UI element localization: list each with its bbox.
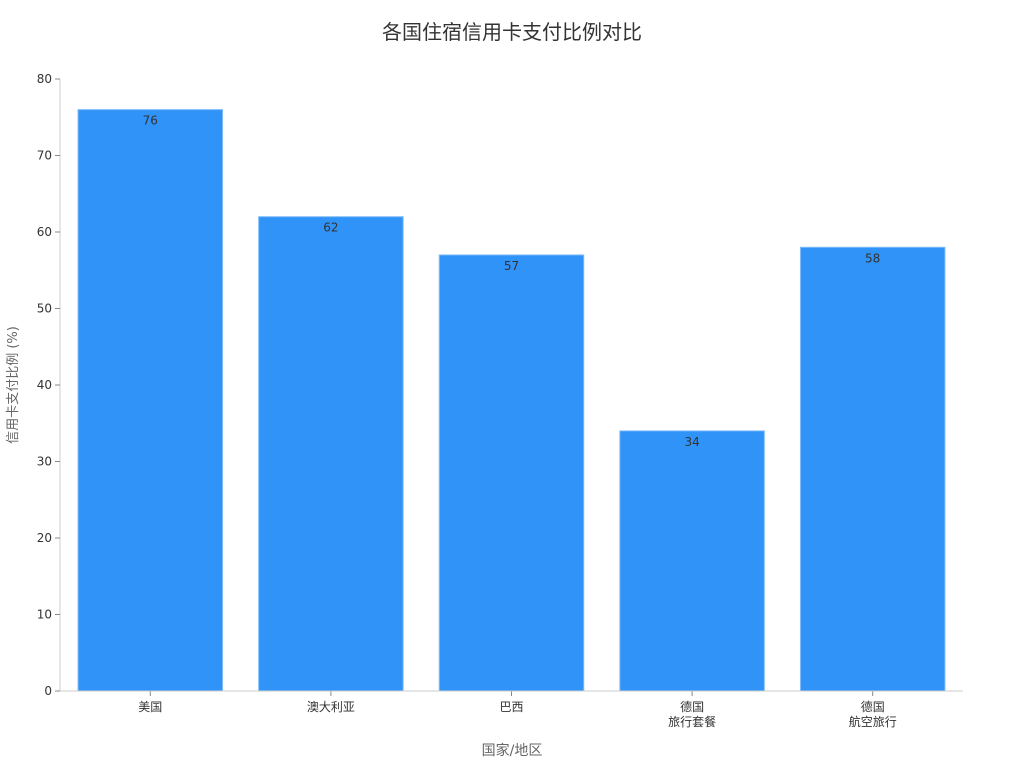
bar [799, 246, 946, 692]
y-tick-label: 70 [37, 149, 52, 163]
x-tick-label: 巴西 [499, 700, 523, 714]
bar [258, 216, 404, 692]
x-tick-label: 澳大利亚 [307, 700, 355, 714]
data-label: 76 [143, 114, 158, 128]
x-axis-label: 国家/地区 [482, 742, 543, 759]
x-tick-label: 旅行套餐 [668, 714, 716, 729]
data-label: 62 [323, 221, 338, 235]
x-tick-label: 德国 [861, 699, 885, 714]
x-tick-label: 美国 [138, 700, 162, 714]
y-tick-label: 20 [37, 531, 52, 545]
y-tick-label: 10 [37, 608, 52, 622]
x-tick-label: 航空旅行 [849, 714, 897, 729]
bar [619, 430, 765, 692]
y-tick-label: 30 [37, 455, 52, 469]
y-axis-label: 信用卡支付比例 (%) [6, 326, 21, 444]
bar [438, 254, 585, 692]
y-tick-label: 0 [44, 684, 52, 698]
bar [77, 109, 224, 692]
y-tick-label: 50 [37, 302, 52, 316]
data-label: 57 [504, 259, 519, 273]
data-label: 58 [865, 251, 880, 265]
y-tick-label: 40 [37, 378, 52, 392]
chart-title: 各国住宿信用卡支付比例对比 [382, 20, 642, 44]
y-tick-label: 80 [37, 72, 52, 86]
x-tick-label: 德国 [680, 699, 704, 714]
y-tick-label: 60 [37, 225, 52, 239]
data-label: 34 [684, 435, 699, 449]
